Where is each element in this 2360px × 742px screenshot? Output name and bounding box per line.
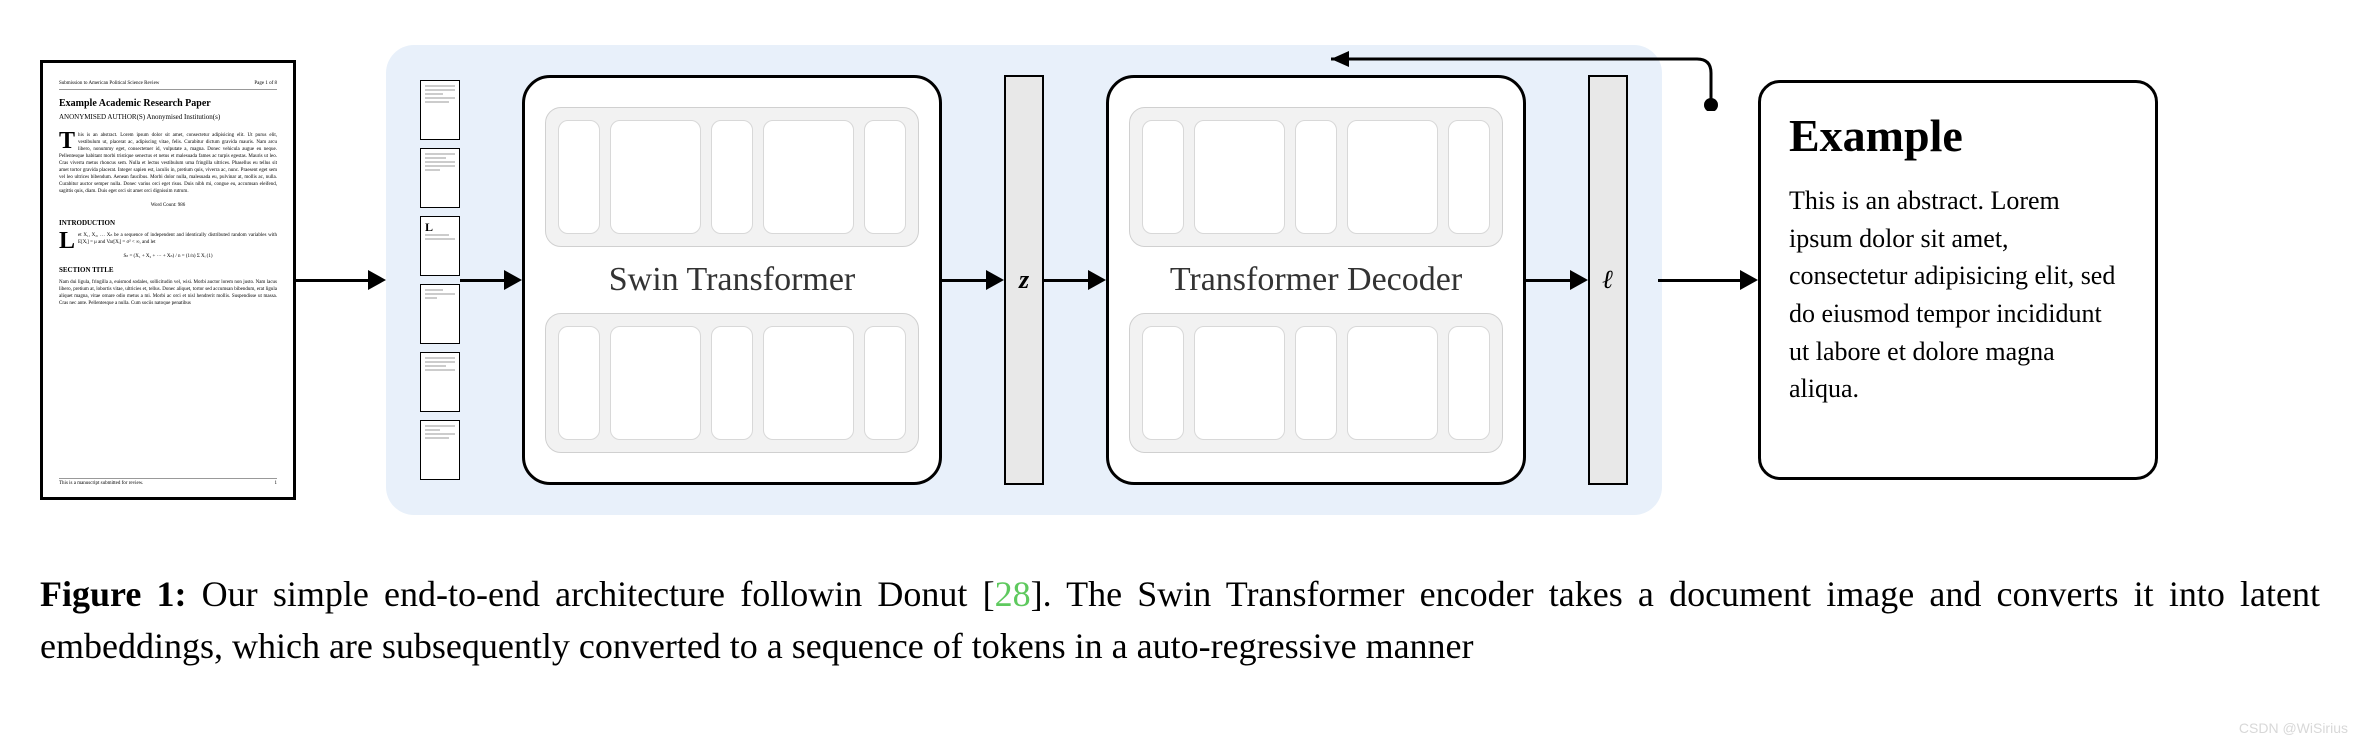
doc-section-h: SECTION TITLE	[59, 266, 277, 275]
decoder-panel-bottom	[1129, 313, 1503, 453]
watermark: CSDN @WiSirius	[2239, 720, 2348, 736]
doc-subtitle: ANONYMISED AUTHOR(S) Anonymised Institut…	[59, 113, 277, 122]
arrow-doc-to-pipeline	[296, 270, 386, 290]
abstract-dropcap: T	[59, 132, 75, 151]
decoder-panel-top	[1129, 107, 1503, 247]
patch-column: L	[420, 80, 460, 480]
intro-text: et X₁, X₂, … Xₙ be a sequence of indepen…	[78, 233, 277, 245]
input-document: Submission to American Political Science…	[40, 60, 296, 500]
doc-hdr-right: Page 1 of 8	[254, 81, 277, 87]
patch	[420, 80, 460, 140]
output-document: Example This is an abstract. Lorem ipsum…	[1758, 80, 2158, 480]
architecture-figure: Submission to American Political Science…	[40, 30, 2320, 530]
figure-caption: Figure 1: Our simple end-to-end architec…	[40, 568, 2320, 672]
decoder-label: Transformer Decoder	[1170, 261, 1462, 299]
doc-wordcount: Word Count: 986	[59, 203, 277, 209]
doc-abstract: This is an abstract. Lorem ipsum dolor s…	[59, 132, 277, 195]
arrow-pipeline-to-output	[1658, 270, 1758, 290]
pipeline-container: L Swin Transformer z	[386, 45, 1662, 515]
abstract-text: his is an abstract. Lorem ipsum dolor si…	[59, 133, 277, 194]
patch: L	[420, 216, 460, 276]
doc-footer: This is a manuscript submitted for revie…	[59, 478, 277, 487]
arrow-decoder-to-l	[1526, 270, 1588, 290]
encoder-panel-top	[545, 107, 919, 247]
latent-z: z	[1004, 75, 1044, 485]
doc-header: Submission to American Political Science…	[59, 81, 277, 90]
transformer-decoder: Transformer Decoder	[1106, 75, 1526, 485]
intro-dropcap: L	[59, 232, 75, 251]
caption-label: Figure 1:	[40, 574, 187, 614]
latent-l-label: ℓ	[1602, 265, 1613, 295]
latent-z-label: z	[1019, 265, 1029, 295]
arrow-encoder-to-z	[942, 270, 1004, 290]
patch	[420, 352, 460, 412]
patch	[420, 148, 460, 208]
encoder-label: Swin Transformer	[609, 261, 856, 299]
doc-foot-left: This is a manuscript submitted for revie…	[59, 481, 143, 487]
caption-pre: Our simple end-to-end architecture follo…	[187, 574, 995, 614]
doc-section: Nam dui ligula, fringilla a, euismod sod…	[59, 279, 277, 307]
doc-equation: Sₙ = (X₁ + X₂ + ⋯ + Xₙ) / n = (1/n) Σ Xᵢ…	[59, 254, 277, 260]
output-heading: Example	[1789, 109, 2127, 162]
arrow-z-to-decoder	[1044, 270, 1106, 290]
arrow-patches-to-encoder	[460, 270, 522, 290]
doc-intro: Let X₁, X₂, … Xₙ be a sequence of indepe…	[59, 232, 277, 246]
patch	[420, 420, 460, 480]
doc-title: Example Academic Research Paper	[59, 98, 277, 111]
doc-intro-h: INTRODUCTION	[59, 219, 277, 228]
swin-transformer-encoder: Swin Transformer	[522, 75, 942, 485]
caption-ref: 28	[995, 574, 1031, 614]
doc-foot-right: 1	[275, 481, 278, 487]
latent-l: ℓ	[1588, 75, 1628, 485]
output-body: This is an abstract. Lorem ipsum dolor s…	[1789, 182, 2127, 408]
encoder-panel-bottom	[545, 313, 919, 453]
doc-hdr-left: Submission to American Political Science…	[59, 81, 159, 87]
patch	[420, 284, 460, 344]
